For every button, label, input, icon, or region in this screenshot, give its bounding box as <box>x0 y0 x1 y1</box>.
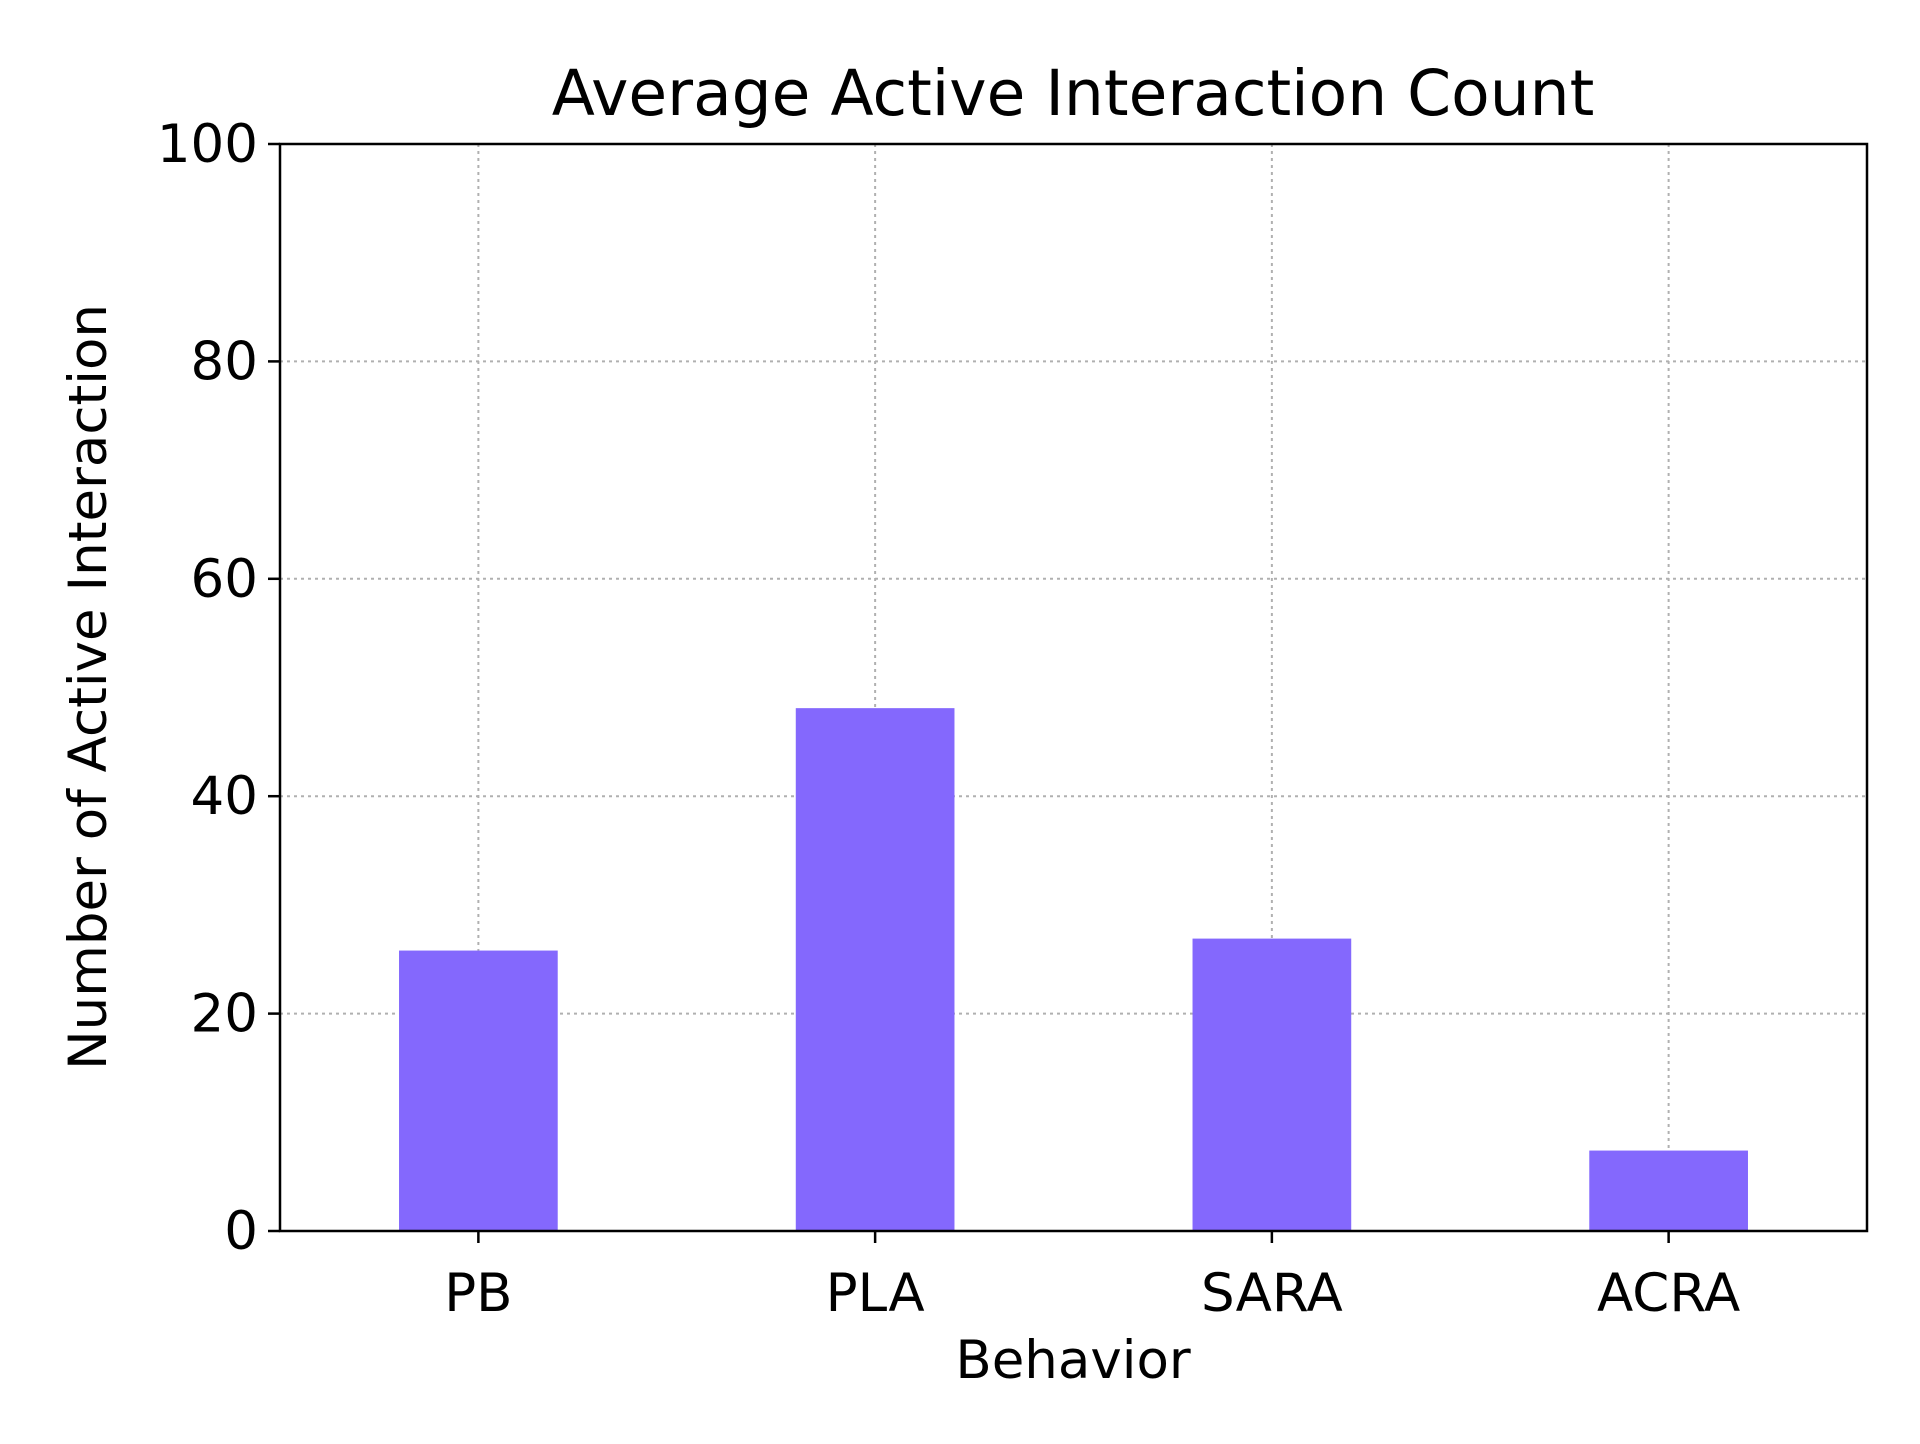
y-axis-label: Number of Active Interaction <box>58 304 119 1070</box>
x-tick-label: ACRA <box>1597 1263 1740 1324</box>
plot-frame <box>278 142 1869 1233</box>
bar-pla <box>795 708 955 1231</box>
y-tick-label: 20 <box>191 984 258 1045</box>
x-tick-label: PLA <box>826 1263 925 1324</box>
y-tick-label: 80 <box>191 331 258 392</box>
bar-sara <box>1192 938 1352 1231</box>
x-tick-label: PB <box>444 1263 512 1324</box>
y-tick-label: 0 <box>224 1201 258 1262</box>
y-tick-label: 40 <box>191 766 258 827</box>
y-tick-label: 60 <box>191 549 258 610</box>
bars-layer <box>399 708 1748 1231</box>
bar-pb <box>399 950 558 1231</box>
y-tick-label: 100 <box>157 114 258 175</box>
x-axis-label: Behavior <box>955 1330 1191 1391</box>
bar-acra <box>1589 1150 1748 1231</box>
chart-title: Average Active Interaction Count <box>552 57 1595 130</box>
ticks-layer: 0 20 40 60 80 100 PB PLA SARA ACRA <box>157 114 1740 1324</box>
x-tick-label: SARA <box>1201 1263 1343 1324</box>
